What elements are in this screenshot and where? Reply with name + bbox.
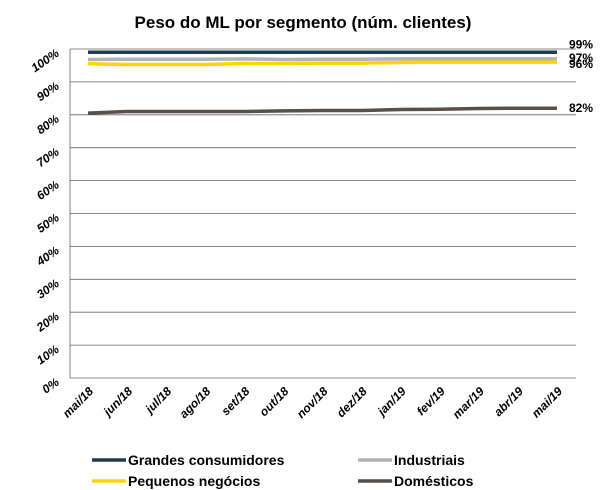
data-label: 97% <box>569 51 593 65</box>
x-tick-label: set/18 <box>218 384 252 418</box>
x-tick-label: mar/19 <box>450 384 487 421</box>
data-label: 82% <box>569 101 593 115</box>
series-line <box>87 60 557 67</box>
x-tick-label: jul/18 <box>141 384 174 417</box>
y-tick-label: 100% <box>29 46 62 75</box>
y-tick-label: 10% <box>34 342 62 367</box>
legend-label: Pequenos negócios <box>128 473 260 489</box>
x-tick-label: out/18 <box>257 384 292 419</box>
y-tick-label: 0% <box>39 375 62 397</box>
chart-title: Peso do ML por segmento (núm. clientes) <box>135 13 472 32</box>
y-tick-label: 50% <box>34 210 62 235</box>
data-label: 96% <box>569 57 593 71</box>
series-line <box>87 57 557 62</box>
y-tick-label: 40% <box>33 243 62 269</box>
x-tick-label: dez/18 <box>334 384 370 420</box>
x-tick-label: mai/19 <box>529 384 566 421</box>
y-tick-label: 90% <box>34 79 62 104</box>
y-tick-label: 60% <box>34 177 62 202</box>
x-tick-label: mai/18 <box>60 384 97 421</box>
x-tick-label: nov/18 <box>294 384 331 421</box>
y-tick-label: 80% <box>34 112 62 137</box>
x-tick-label: jan/19 <box>373 384 409 420</box>
legend-label: Industriais <box>394 452 465 468</box>
y-tick-label: 20% <box>33 309 62 335</box>
data-label: 99% <box>569 37 593 51</box>
y-tick-label: 30% <box>34 276 62 301</box>
x-tick-label: jun/18 <box>99 384 135 420</box>
legend-label: Domésticos <box>394 473 474 489</box>
y-tick-label: 70% <box>34 145 62 170</box>
legend-label: Grandes consumidores <box>128 452 285 468</box>
series-line <box>87 106 557 115</box>
x-tick-label: fev/19 <box>414 384 448 418</box>
x-tick-label: abr/19 <box>491 384 526 419</box>
x-tick-label: ago/18 <box>177 384 214 421</box>
